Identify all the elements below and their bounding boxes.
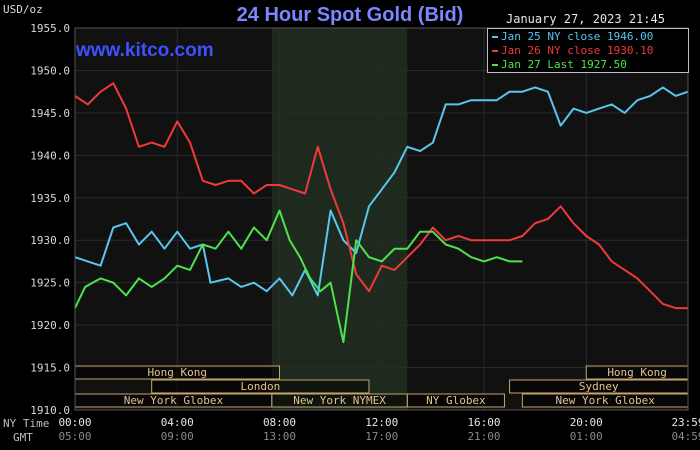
series-line-2 bbox=[74, 209, 523, 344]
nymex-session-shade bbox=[271, 28, 408, 410]
legend: Jan 25 NY close 1946.00 Jan 26 NY close … bbox=[487, 28, 689, 73]
legend-marker-jan25 bbox=[492, 36, 498, 38]
session-bar bbox=[151, 379, 370, 394]
x-tick-gmt: 05:00 bbox=[58, 430, 91, 443]
x-tick-gmt: 04:59 bbox=[671, 430, 700, 443]
legend-label-jan26: Jan 26 NY close 1930.10 bbox=[501, 44, 654, 57]
plot-frame bbox=[74, 27, 689, 411]
session-bar bbox=[406, 393, 505, 408]
y-tick-label: 1925.0 bbox=[30, 277, 70, 290]
series-line-0 bbox=[74, 86, 689, 297]
x-tick-ny: 00:00 bbox=[58, 416, 91, 429]
y-tick-label: 1910.0 bbox=[30, 404, 70, 417]
y-tick-label: 1930.0 bbox=[30, 234, 70, 247]
legend-item-jan25: Jan 25 NY close 1946.00 bbox=[492, 30, 653, 43]
y-axis-unit: USD/oz bbox=[3, 3, 43, 16]
x-tick-gmt: 21:00 bbox=[467, 430, 500, 443]
x-tick-gmt: 09:00 bbox=[161, 430, 194, 443]
session-label: New York Globex bbox=[556, 394, 656, 407]
session-label: NY Globex bbox=[426, 394, 486, 407]
x-tick-ny: 12:00 bbox=[365, 416, 398, 429]
legend-marker-jan26 bbox=[492, 50, 498, 52]
legend-marker-jan27 bbox=[492, 64, 498, 66]
gmt-label: GMT bbox=[13, 431, 33, 444]
x-tick-ny: 20:00 bbox=[570, 416, 603, 429]
x-tick-ny: 08:00 bbox=[263, 416, 296, 429]
chart-title: 24 Hour Spot Gold (Bid) bbox=[236, 4, 464, 26]
y-tick-label: 1915.0 bbox=[30, 362, 70, 375]
session-label: London bbox=[240, 380, 280, 393]
watermark-url: www.kitco.com bbox=[76, 40, 214, 61]
session-label: Hong Kong bbox=[147, 366, 207, 379]
y-tick-label: 1940.0 bbox=[30, 149, 70, 162]
y-tick-label: 1935.0 bbox=[30, 192, 70, 205]
legend-item-jan26: Jan 26 NY close 1930.10 bbox=[492, 44, 653, 57]
ny-time-label: NY Time bbox=[3, 417, 50, 430]
price-series bbox=[74, 82, 689, 344]
session-label: New York Globex bbox=[124, 394, 224, 407]
x-tick-gmt: 13:00 bbox=[263, 430, 296, 443]
y-tick-label: 1945.0 bbox=[30, 107, 70, 120]
legend-label-jan25: Jan 25 NY close 1946.00 bbox=[501, 30, 654, 43]
y-axis-ticks: 1910.0 1915.0 1920.0 1925.0 1930.0 1935.0 1940… bbox=[30, 22, 70, 417]
y-tick-label: 1950.0 bbox=[30, 64, 70, 77]
x-tick-gmt: 01:00 bbox=[570, 430, 603, 443]
session-label: New York NYMEX bbox=[293, 394, 386, 407]
y-tick-label: 1955.0 bbox=[30, 22, 70, 35]
y-tick-label: 1920.0 bbox=[30, 319, 70, 332]
legend-label-jan27: Jan 27 Last 1927.50 bbox=[501, 58, 627, 71]
x-tick-ny: 04:00 bbox=[161, 416, 194, 429]
session-label: Sydney bbox=[579, 380, 619, 393]
session-label: Hong Kong bbox=[607, 366, 667, 379]
series-line-1 bbox=[74, 82, 688, 310]
x-tick-ny: 16:00 bbox=[467, 416, 500, 429]
x-tick-ny: 23:59 bbox=[671, 416, 700, 429]
timestamp: January 27, 2023 21:45 bbox=[506, 12, 665, 26]
x-tick-gmt: 17:00 bbox=[365, 430, 398, 443]
legend-item-jan27: Jan 27 Last 1927.50 bbox=[492, 58, 627, 71]
